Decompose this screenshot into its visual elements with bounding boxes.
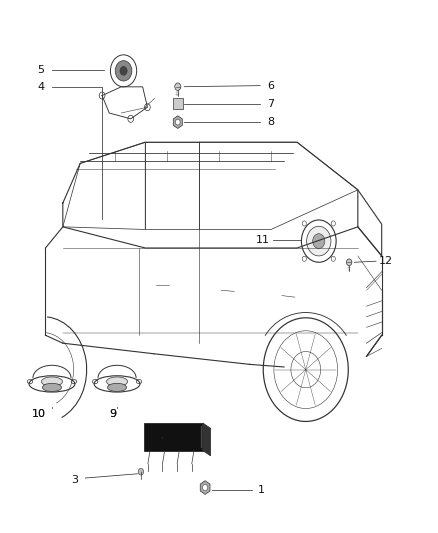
Text: 5: 5 — [38, 65, 45, 75]
Text: 4: 4 — [38, 82, 45, 92]
Ellipse shape — [106, 377, 127, 386]
Text: 11: 11 — [255, 235, 269, 245]
Polygon shape — [203, 423, 211, 456]
Circle shape — [176, 119, 180, 125]
Text: 3: 3 — [71, 474, 78, 484]
Ellipse shape — [42, 383, 61, 391]
Text: 2: 2 — [150, 436, 158, 446]
Text: 10: 10 — [32, 408, 46, 418]
Ellipse shape — [42, 377, 63, 386]
Bar — [173, 98, 183, 109]
Text: 12: 12 — [379, 256, 393, 266]
Circle shape — [175, 83, 181, 91]
Circle shape — [203, 484, 208, 491]
Circle shape — [138, 469, 144, 475]
Text: 2: 2 — [150, 436, 158, 446]
Bar — [144, 423, 203, 450]
Text: 9: 9 — [109, 408, 116, 418]
Text: 7: 7 — [268, 99, 275, 109]
Text: 8: 8 — [268, 117, 275, 127]
Ellipse shape — [107, 383, 127, 391]
Circle shape — [346, 259, 352, 265]
Polygon shape — [173, 116, 182, 128]
Text: 1: 1 — [258, 484, 265, 495]
Circle shape — [307, 227, 331, 256]
Circle shape — [313, 233, 325, 248]
Circle shape — [115, 61, 132, 81]
Polygon shape — [200, 481, 210, 495]
Bar — [201, 426, 202, 448]
Circle shape — [120, 67, 127, 75]
Text: 6: 6 — [268, 80, 275, 91]
Text: 9: 9 — [109, 408, 116, 418]
Text: 10: 10 — [32, 408, 46, 418]
